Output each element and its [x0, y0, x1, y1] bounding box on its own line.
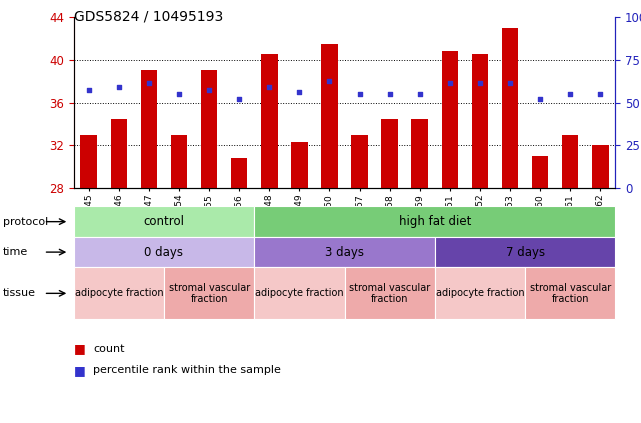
- Point: [415, 91, 425, 97]
- Text: GDS5824 / 10495193: GDS5824 / 10495193: [74, 9, 223, 23]
- Bar: [351, 135, 368, 188]
- Bar: [291, 142, 308, 188]
- Text: adipocyte fraction: adipocyte fraction: [436, 288, 524, 298]
- Bar: [442, 51, 458, 188]
- Bar: [562, 135, 578, 188]
- Bar: [321, 44, 338, 188]
- Bar: [592, 146, 608, 188]
- Bar: [472, 55, 488, 188]
- Bar: [231, 158, 247, 188]
- Text: percentile rank within the sample: percentile rank within the sample: [93, 365, 281, 375]
- Text: time: time: [3, 247, 28, 257]
- Point: [83, 86, 94, 93]
- Text: tissue: tissue: [3, 288, 36, 298]
- Point: [113, 83, 124, 90]
- Bar: [381, 118, 398, 188]
- Text: adipocyte fraction: adipocyte fraction: [74, 288, 163, 298]
- Point: [535, 96, 545, 103]
- Point: [324, 78, 335, 85]
- Text: stromal vascular
fraction: stromal vascular fraction: [349, 283, 430, 304]
- Point: [144, 80, 154, 87]
- Point: [475, 80, 485, 87]
- Text: adipocyte fraction: adipocyte fraction: [255, 288, 344, 298]
- Text: ■: ■: [74, 364, 85, 376]
- Point: [385, 91, 395, 97]
- Text: 3 days: 3 days: [325, 246, 364, 258]
- Point: [595, 91, 606, 97]
- Point: [294, 88, 304, 95]
- Text: count: count: [93, 344, 124, 354]
- Point: [204, 86, 214, 93]
- Point: [174, 91, 184, 97]
- Bar: [532, 156, 549, 188]
- Text: ■: ■: [74, 343, 85, 355]
- Bar: [201, 71, 217, 188]
- Text: 7 days: 7 days: [506, 246, 545, 258]
- Bar: [261, 55, 278, 188]
- Point: [505, 80, 515, 87]
- Bar: [502, 27, 519, 188]
- Text: protocol: protocol: [3, 217, 49, 227]
- Text: control: control: [144, 215, 185, 228]
- Text: stromal vascular
fraction: stromal vascular fraction: [169, 283, 250, 304]
- Text: 0 days: 0 days: [144, 246, 183, 258]
- Bar: [171, 135, 187, 188]
- Point: [234, 96, 244, 103]
- Text: high fat diet: high fat diet: [399, 215, 471, 228]
- Text: stromal vascular
fraction: stromal vascular fraction: [529, 283, 611, 304]
- Point: [354, 91, 365, 97]
- Point: [264, 83, 274, 90]
- Bar: [111, 118, 127, 188]
- Bar: [412, 118, 428, 188]
- Point: [565, 91, 576, 97]
- Bar: [140, 71, 157, 188]
- Bar: [81, 135, 97, 188]
- Point: [445, 80, 455, 87]
